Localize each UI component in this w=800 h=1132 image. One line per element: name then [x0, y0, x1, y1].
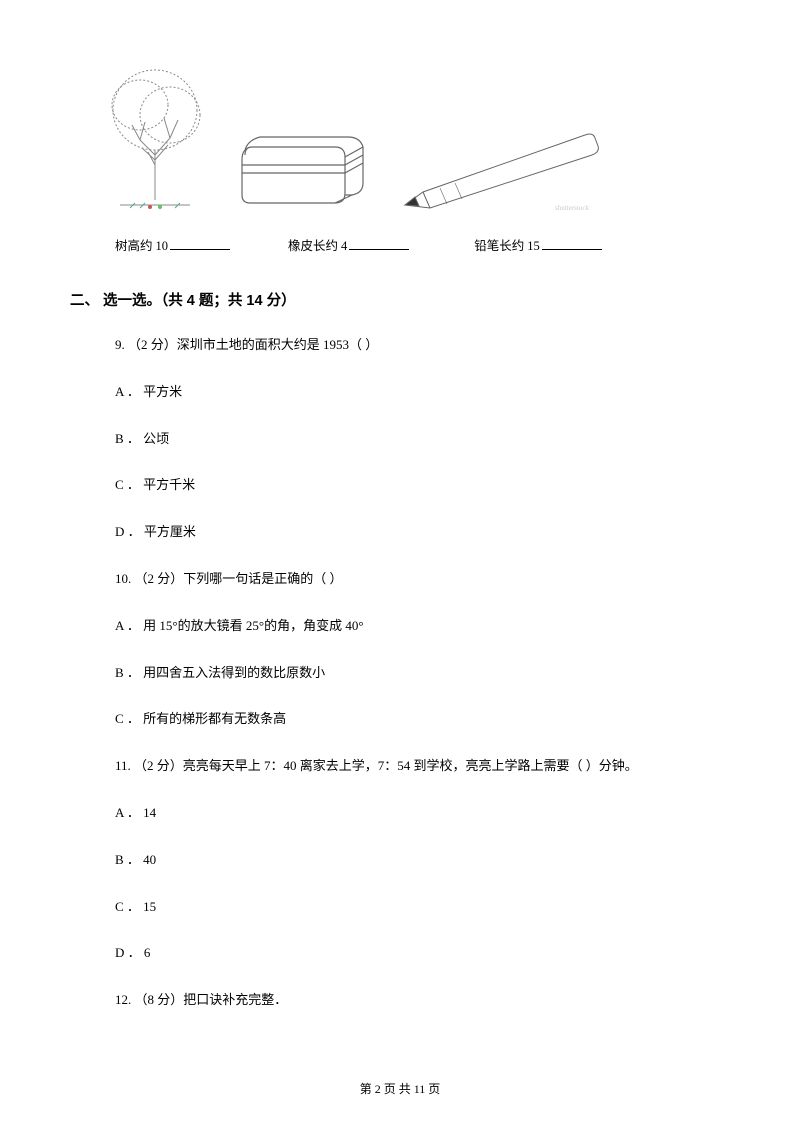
pencil-image: shutterstock — [395, 120, 605, 215]
page-footer: 第 2 页 共 11 页 — [0, 1080, 800, 1097]
illustration-row: shutterstock — [100, 60, 730, 215]
tree-image — [100, 60, 210, 215]
q10-stem: 10. （2 分）下列哪一句话是正确的（ ） — [115, 569, 730, 590]
eraser-blank[interactable] — [349, 236, 409, 250]
q9-stem: 9. （2 分）深圳市土地的面积大约是 1953（ ） — [115, 335, 730, 356]
tree-label-value: 10 — [156, 239, 169, 254]
eraser-label-value: 4 — [341, 239, 347, 254]
q10-option-c: C ． 所有的梯形都有无数条高 — [115, 709, 730, 730]
pencil-blank[interactable] — [542, 236, 602, 250]
tree-label: 树高约 10 — [115, 235, 230, 254]
pencil-label-prefix: 铅笔长约 — [474, 235, 524, 254]
image-labels-row: 树高约 10 橡皮长约 4 铅笔长约 15 — [115, 235, 730, 254]
q9-option-a: A ． 平方米 — [115, 382, 730, 403]
q9-option-b: B ． 公顷 — [115, 429, 730, 450]
eraser-label-prefix: 橡皮长约 — [288, 235, 338, 254]
tree-label-prefix: 树高约 — [115, 235, 153, 254]
svg-text:shutterstock: shutterstock — [555, 204, 589, 212]
q11-option-c: C ． 15 — [115, 897, 730, 918]
tree-blank[interactable] — [170, 236, 230, 250]
q11-stem: 11. （2 分）亮亮每天早上 7：40 离家去上学，7：54 到学校，亮亮上学… — [115, 756, 730, 777]
q11-option-a: A ． 14 — [115, 803, 730, 824]
section-title: 二、 选一选。（共 4 题；共 14 分） — [70, 289, 730, 310]
q11-option-b: B ． 40 — [115, 850, 730, 871]
q9-option-c: C ． 平方千米 — [115, 475, 730, 496]
eraser-image — [230, 115, 375, 215]
q11-option-d: D ． 6 — [115, 943, 730, 964]
q9-option-d: D ． 平方厘米 — [115, 522, 730, 543]
eraser-label: 橡皮长约 4 — [288, 235, 409, 254]
q12-stem: 12. （8 分）把口诀补充完整． — [115, 990, 730, 1011]
q10-option-b: B ． 用四舍五入法得到的数比原数小 — [115, 663, 730, 684]
pencil-label: 铅笔长约 15 — [474, 235, 602, 254]
pencil-label-value: 15 — [527, 239, 540, 254]
q10-option-a: A ． 用 15°的放大镜看 25°的角，角变成 40° — [115, 616, 730, 637]
